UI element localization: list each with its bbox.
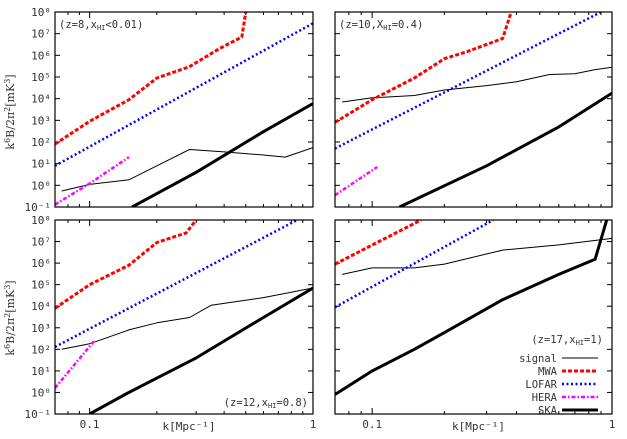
series-mwa bbox=[335, 12, 513, 124]
ylabel-top: k6B/2π2[mK3] bbox=[3, 74, 17, 149]
series-ska bbox=[131, 102, 313, 207]
panel-top-left: 10⁻¹ 10⁰ 10¹ 10² 10³ 10⁴ 10⁵ 10⁶ 10⁷ 10⁸ (z=8,xHI<… bbox=[25, 6, 314, 214]
y-tick-label: 10⁷ bbox=[31, 236, 51, 249]
series-ska bbox=[88, 286, 313, 414]
y-tick-label: 10⁻¹ bbox=[25, 201, 52, 214]
series-hera bbox=[55, 156, 130, 206]
panel-bottom-left: 10⁻¹ 10⁰ 10¹ 10² 10³ 10⁴ 10⁵ 10⁶ 10⁷ 10⁸ 0.1 1 k[Mpc… bbox=[25, 214, 317, 433]
x-axis-label: k[Mpc⁻¹] bbox=[163, 420, 216, 433]
legend-item-lofar: LOFAR bbox=[525, 379, 598, 391]
series-hera bbox=[335, 165, 378, 197]
series-signal bbox=[61, 287, 313, 350]
x-axis-label: k[Mpc⁻¹] bbox=[452, 420, 505, 433]
legend-label: HERA bbox=[532, 392, 558, 404]
ticks bbox=[334, 11, 613, 208]
series-lofar bbox=[55, 220, 298, 349]
y-tick-label: 10² bbox=[31, 136, 51, 149]
series-signal bbox=[61, 147, 313, 192]
y-tick-label: 10⁻¹ bbox=[25, 408, 52, 421]
panel-annotation: (z=8,xHI<0.01) bbox=[59, 19, 143, 32]
legend-item-hera: HERA bbox=[532, 392, 598, 404]
y-tick-label: 10⁴ bbox=[31, 93, 51, 106]
series-mwa bbox=[55, 12, 248, 146]
legend-item-signal: signal bbox=[519, 353, 598, 365]
y-tick-label: 10⁶ bbox=[31, 257, 51, 270]
panel-annotation: (z=10,XHI=0.4) bbox=[339, 19, 423, 32]
plot-frame bbox=[54, 11, 314, 208]
series-lofar bbox=[335, 12, 602, 150]
y-tick-label: 10² bbox=[31, 343, 51, 356]
legend-label: SKA bbox=[538, 405, 558, 417]
panel-bottom-right: 0.1 1 k[Mpc⁻¹] bbox=[334, 219, 616, 433]
y-tick-label: 10¹ bbox=[31, 158, 51, 171]
plot-frame bbox=[334, 11, 613, 208]
y-tick-label: 10³ bbox=[31, 322, 51, 335]
legend-title: (z=17,xHI=1) bbox=[531, 334, 603, 347]
legend-item-ska: SKA bbox=[538, 405, 598, 417]
y-tick-label: 10⁸ bbox=[31, 214, 51, 227]
x-tick-label: 0.1 bbox=[80, 418, 100, 431]
y-tick-label: 10⁰ bbox=[31, 386, 51, 399]
legend-label: LOFAR bbox=[525, 379, 557, 391]
ylabel-bottom: k6B/2π2[mK3] bbox=[3, 280, 17, 355]
ticks bbox=[54, 219, 314, 415]
legend-label: signal bbox=[519, 353, 557, 365]
y-tick-label: 10⁶ bbox=[31, 49, 51, 62]
x-tick-label: 0.1 bbox=[362, 418, 382, 431]
y-tick-label: 10⁷ bbox=[31, 28, 51, 41]
series-ska bbox=[398, 91, 612, 207]
y-tick-label: 10⁰ bbox=[31, 179, 51, 192]
y-tick-label: 10⁴ bbox=[31, 300, 51, 313]
series-ska bbox=[335, 220, 609, 396]
x-tick-label: 1 bbox=[609, 418, 616, 431]
y-tick-label: 10³ bbox=[31, 114, 51, 127]
y-tick-label: 10⁵ bbox=[31, 279, 51, 292]
panel-top-right: (z=10,XHI=0.4) bbox=[334, 11, 613, 208]
x-tick-label: 1 bbox=[310, 418, 317, 431]
series-hera bbox=[55, 340, 96, 389]
y-tick-label: 10⁵ bbox=[31, 71, 51, 84]
legend-label: MWA bbox=[538, 366, 558, 378]
series-signal bbox=[342, 66, 612, 103]
legend-item-mwa: MWA bbox=[538, 366, 598, 378]
series-lofar bbox=[335, 220, 494, 309]
series-signal bbox=[342, 237, 612, 275]
series-mwa bbox=[335, 220, 422, 266]
series-lofar bbox=[55, 22, 313, 167]
y-tick-label: 10¹ bbox=[31, 365, 51, 378]
y-tick-label: 10⁸ bbox=[31, 6, 51, 19]
series-mwa bbox=[55, 220, 198, 310]
panels: 10⁻¹ 10⁰ 10¹ 10² 10³ 10⁴ 10⁵ 10⁶ 10⁷ 10⁸ (z=8,xHI<… bbox=[25, 6, 616, 433]
panel-annotation: (z=12,xHI=0.8) bbox=[224, 397, 308, 410]
plot-frame bbox=[334, 219, 613, 415]
plot-frame bbox=[54, 219, 314, 415]
